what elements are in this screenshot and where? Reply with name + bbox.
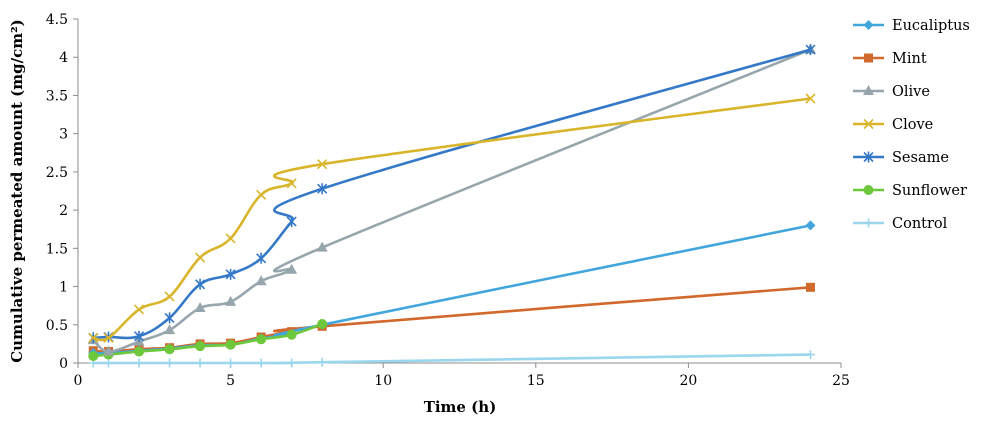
data-point-olive (286, 263, 298, 274)
data-point-control (165, 358, 175, 368)
data-point-sesame (256, 252, 267, 264)
x-tick-label: 0 (74, 373, 83, 389)
data-point-sunflower (134, 346, 145, 357)
data-point-eucaliptus (805, 220, 816, 231)
data-point-clove (164, 291, 175, 302)
data-point-control (256, 358, 266, 368)
data-point-sunflower (225, 339, 236, 350)
data-point-sesame (133, 330, 145, 342)
legend-marker-mint (864, 53, 873, 63)
data-point-sunflower (256, 334, 267, 345)
legend-item-clove: Clove (853, 117, 933, 133)
legend-item-mint: Mint (853, 51, 927, 67)
data-point-control (287, 358, 297, 368)
x-tick-label: 25 (832, 373, 850, 389)
data-point-sesame (317, 183, 328, 195)
data-point-olive (194, 301, 206, 312)
series-clove (88, 93, 816, 343)
data-point-sunflower (88, 351, 99, 362)
y-tick-label: 2.5 (46, 165, 68, 181)
data-point-clove (286, 178, 297, 189)
y-tick-label: 1.5 (46, 241, 68, 257)
data-point-olive (316, 241, 328, 252)
legend-marker-eucaliptus (863, 20, 874, 30)
data-point-sesame (805, 44, 816, 56)
y-tick-label: 3.5 (46, 88, 68, 104)
plot-area: 0 0.5 1 1.5 2 2.5 3 3.5 4 4.5 0 5 10 15 20 25 (46, 12, 850, 389)
data-point-control (317, 357, 327, 367)
data-point-control (134, 358, 144, 368)
data-point-sesame (195, 278, 206, 290)
data-point-sesame (164, 312, 175, 324)
data-point-clove (225, 233, 236, 244)
data-point-clove (88, 332, 99, 343)
legend-label-olive: Olive (892, 84, 930, 100)
data-point-sesame (225, 268, 236, 280)
legend-marker-sesame (863, 151, 874, 163)
data-point-sunflower (317, 319, 328, 330)
data-point-sunflower (164, 344, 175, 355)
data-point-olive (255, 275, 267, 286)
data-point-sunflower (286, 329, 297, 340)
x-tick-label: 10 (374, 373, 392, 389)
legend-marker-clove (863, 118, 874, 130)
data-point-mint (805, 282, 815, 292)
series-sunflower (88, 319, 328, 362)
x-tick-label: 20 (679, 373, 697, 389)
data-point-clove (103, 332, 114, 343)
data-point-olive (225, 295, 237, 306)
legend-label-mint: Mint (892, 51, 927, 67)
data-point-sesame (286, 216, 297, 228)
y-tick-label: 0.5 (46, 318, 68, 334)
y-tick-label: 1 (59, 280, 68, 296)
data-point-control (805, 350, 815, 360)
data-point-sunflower (195, 341, 206, 352)
data-point-clove (317, 159, 328, 170)
x-tick-label: 5 (226, 373, 235, 389)
data-point-clove (195, 252, 206, 263)
data-point-olive (164, 324, 176, 335)
data-point-clove (133, 304, 145, 315)
y-axis-ticks: 0 0.5 1 1.5 2 2.5 3 3.5 4 4.5 (46, 12, 78, 372)
legend-item-sesame: Sesame (853, 150, 949, 166)
y-tick-label: 3 (59, 127, 68, 143)
data-point-control (104, 358, 114, 368)
legend-label-eucaliptus: Eucaliptus (892, 18, 970, 34)
series-eucaliptus (88, 220, 816, 359)
data-point-control (195, 358, 205, 368)
y-tick-label: 2 (59, 203, 68, 219)
legend-marker-sunflower (863, 185, 874, 195)
series-control (88, 350, 815, 368)
y-axis-title: Cumulative permeated amount (mg/cm²) (8, 19, 26, 363)
legend-label-clove: Clove (892, 117, 933, 133)
series-line-sesame (93, 48, 811, 340)
x-tick-label: 15 (527, 373, 545, 389)
series-olive (87, 43, 816, 356)
legend-label-control: Control (892, 216, 948, 232)
legend-item-olive: Olive (853, 84, 930, 100)
y-tick-label: 0 (59, 356, 68, 372)
data-point-control (226, 358, 236, 368)
y-tick-label: 4.5 (46, 12, 68, 28)
legend-item-eucaliptus: Eucaliptus (853, 18, 970, 34)
x-axis-ticks: 0 5 10 15 20 25 (74, 363, 850, 389)
legend: Eucaliptus Mint Olive Clove Sesame Sunflower C… (853, 18, 970, 232)
y-tick-label: 4 (59, 50, 68, 66)
data-point-olive (103, 345, 115, 356)
data-point-clove (256, 189, 267, 200)
legend-label-sunflower: Sunflower (892, 183, 967, 199)
legend-label-sesame: Sesame (892, 150, 949, 166)
legend-item-sunflower: Sunflower (853, 183, 967, 199)
legend-marker-olive (863, 85, 874, 95)
series-layer (87, 43, 816, 368)
legend-marker-control (864, 218, 873, 228)
data-point-clove (805, 93, 816, 104)
x-axis-title: Time (h) (424, 398, 497, 416)
legend-item-control: Control (853, 216, 948, 232)
